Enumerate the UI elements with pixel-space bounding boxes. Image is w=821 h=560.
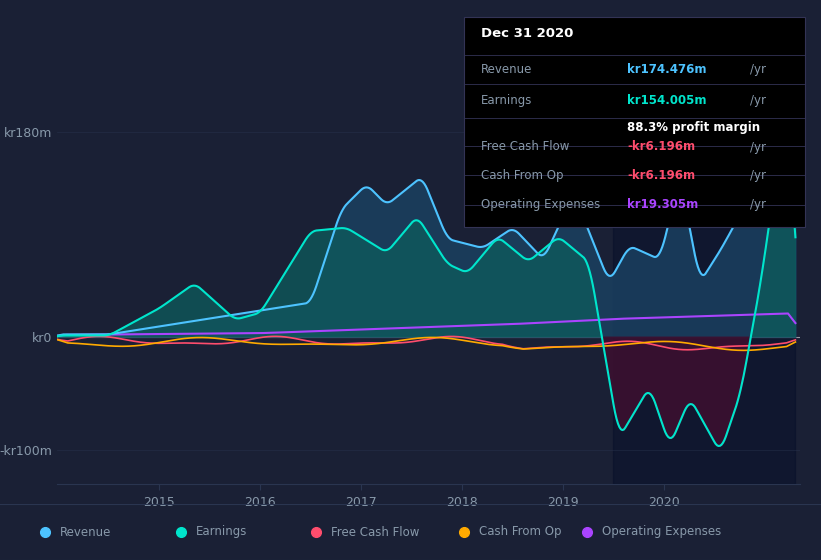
Text: Operating Expenses: Operating Expenses xyxy=(481,198,600,211)
Text: /yr: /yr xyxy=(750,94,766,108)
Text: Operating Expenses: Operating Expenses xyxy=(602,525,721,539)
Text: 88.3% profit margin: 88.3% profit margin xyxy=(627,120,760,133)
Text: Free Cash Flow: Free Cash Flow xyxy=(481,141,569,153)
Text: -kr6.196m: -kr6.196m xyxy=(627,141,695,153)
Text: -kr6.196m: -kr6.196m xyxy=(627,169,695,182)
Text: Earnings: Earnings xyxy=(481,94,532,108)
Text: Revenue: Revenue xyxy=(60,525,112,539)
Text: kr174.476m: kr174.476m xyxy=(627,63,707,76)
Text: Earnings: Earnings xyxy=(195,525,247,539)
Text: Cash From Op: Cash From Op xyxy=(479,525,561,539)
Text: /yr: /yr xyxy=(750,63,766,76)
Bar xyxy=(613,92,796,484)
Text: Revenue: Revenue xyxy=(481,63,532,76)
Text: /yr: /yr xyxy=(750,141,766,153)
Text: /yr: /yr xyxy=(750,198,766,211)
Text: /yr: /yr xyxy=(750,169,766,182)
Text: kr19.305m: kr19.305m xyxy=(627,198,699,211)
Text: Cash From Op: Cash From Op xyxy=(481,169,563,182)
Text: Dec 31 2020: Dec 31 2020 xyxy=(481,27,573,40)
Text: kr154.005m: kr154.005m xyxy=(627,94,707,108)
Text: Free Cash Flow: Free Cash Flow xyxy=(331,525,420,539)
